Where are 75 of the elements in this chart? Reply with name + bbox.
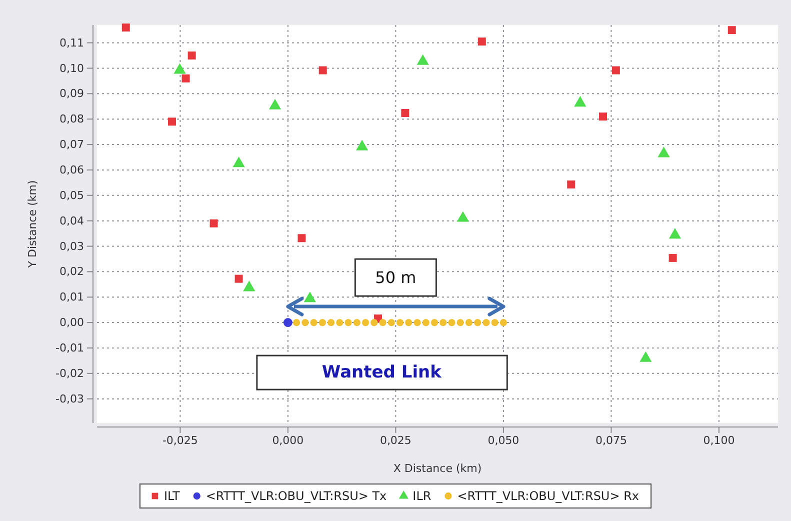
y-tick-label: 0,11: [60, 36, 84, 50]
point: [574, 96, 586, 107]
point: [599, 112, 608, 121]
point: [422, 318, 430, 326]
label-box: Wanted Link: [256, 354, 508, 390]
point: [396, 318, 404, 326]
annotation: Wanted Link: [322, 362, 442, 383]
point: [283, 318, 292, 328]
point: [430, 318, 438, 326]
y-tick-label: 0,03: [60, 240, 84, 253]
point: [388, 318, 395, 326]
x-tick-label: -0,025: [162, 434, 198, 447]
y-tick-label: -0,01: [56, 342, 84, 354]
legend-label: <RTTT_VLR:OBU_VLT:RSU> Rx: [457, 489, 640, 503]
point: [344, 318, 352, 326]
point: [448, 318, 456, 326]
point: [182, 74, 190, 82]
point: [478, 38, 486, 46]
point: [353, 318, 360, 326]
point: [234, 274, 243, 283]
point: [318, 318, 326, 326]
y-tick-label: 0,04: [60, 214, 84, 228]
y-tick-label: 0,00: [60, 316, 84, 330]
point: [370, 318, 378, 326]
y-tick-label: 0,05: [60, 188, 84, 202]
point: [668, 254, 677, 262]
point: [379, 318, 386, 326]
legend-label: <RTTT_VLR:OBU_VLT:RSU> Tx: [206, 489, 387, 503]
point: [474, 318, 482, 326]
y-tick-label: 0,07: [60, 138, 84, 152]
point: [327, 318, 335, 326]
point: [465, 318, 473, 326]
point: [310, 318, 318, 326]
annotation: 50 m: [375, 268, 416, 288]
point: [440, 318, 447, 326]
point: [405, 318, 412, 326]
legend-label: ILT: [164, 489, 181, 503]
point: [292, 318, 300, 326]
point: [401, 108, 410, 117]
point: [500, 318, 508, 326]
y-tick-label: -0,03: [56, 392, 84, 406]
point: [188, 52, 196, 60]
x-tick-label: 0,075: [595, 434, 627, 447]
point: [210, 219, 218, 228]
point: [168, 118, 176, 126]
point: [302, 318, 309, 326]
point: [491, 318, 498, 326]
point: [362, 318, 370, 326]
y-tick-label: 0,10: [60, 62, 84, 75]
y-tick-label: 0,06: [60, 163, 84, 176]
point: [456, 318, 464, 326]
point: [612, 66, 620, 74]
x-tick-label: 0,050: [488, 434, 520, 447]
point: [482, 318, 490, 326]
y-tick-label: 0,08: [60, 112, 84, 126]
x-tick-label: 0,100: [703, 434, 735, 447]
label-box: 50 m: [354, 258, 437, 297]
point: [122, 24, 130, 32]
x-axis-title: X Distance (km): [393, 462, 482, 475]
x-tick-label: 0,025: [380, 434, 412, 447]
y-tick-label: 0,01: [60, 290, 84, 304]
point: [298, 234, 306, 242]
y-tick-label: 0,02: [60, 265, 84, 278]
point: [232, 156, 245, 168]
point: [414, 318, 421, 326]
point: [728, 26, 736, 34]
y-tick-label: -0,02: [56, 366, 84, 380]
y-axis-title: Y Distance (km): [26, 180, 39, 269]
x-tick-label: 0,000: [272, 434, 304, 447]
point: [336, 318, 344, 326]
point: [318, 66, 327, 74]
y-tick-label: 0,09: [60, 87, 84, 100]
legend-label: ILR: [412, 489, 432, 503]
point: [668, 228, 682, 239]
point: [567, 180, 576, 188]
